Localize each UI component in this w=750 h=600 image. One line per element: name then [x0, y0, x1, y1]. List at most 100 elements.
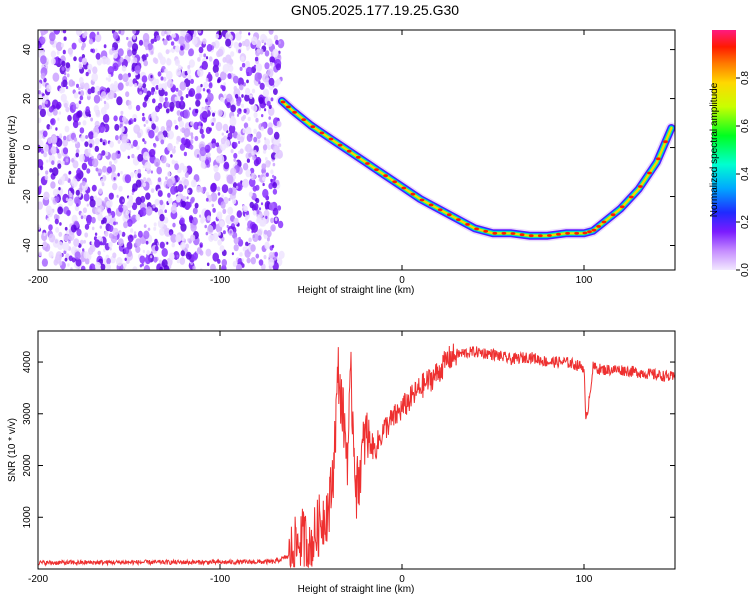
y-tick-label: 40: [22, 44, 33, 56]
noise-speckle: [258, 81, 261, 85]
doppler-peak-mark: [601, 220, 607, 224]
noise-speckle: [180, 66, 183, 70]
noise-speckle: [176, 140, 179, 145]
noise-speckle: [190, 132, 194, 137]
noise-speckle: [188, 48, 194, 57]
noise-speckle: [92, 145, 95, 150]
noise-speckle: [94, 137, 100, 145]
noise-speckle: [187, 238, 190, 242]
colorbar-tick-label: 0.4: [740, 167, 750, 181]
noise-speckle: [93, 105, 100, 113]
noise-speckle: [246, 158, 250, 163]
doppler-peak-mark: [610, 213, 616, 217]
colorbar-tick-label: 0.6: [740, 119, 750, 133]
noise-speckle: [117, 82, 124, 91]
noise-speckle: [250, 257, 256, 265]
noise-speckle: [240, 180, 243, 184]
noise-speckle: [220, 142, 227, 151]
noise-speckle: [217, 154, 225, 164]
noise-speckle: [61, 66, 65, 71]
noise-speckle: [270, 97, 274, 102]
colorbar-tick-label: 0.0: [740, 263, 750, 277]
noise-speckle: [213, 221, 216, 225]
noise-speckle: [94, 145, 100, 152]
noise-speckle: [199, 146, 207, 157]
colorbar-tick-label: 0.2: [740, 215, 750, 229]
noise-speckle: [169, 252, 175, 260]
doppler-peak-mark: [301, 118, 307, 121]
noise-speckle: [185, 165, 193, 175]
noise-speckle: [143, 87, 148, 94]
y-tick-label: 0: [22, 144, 33, 150]
noise-speckle: [97, 208, 101, 213]
noise-speckle: [86, 219, 91, 226]
noise-speckle: [142, 249, 146, 254]
noise-speckle: [201, 60, 208, 70]
noise-speckle: [142, 101, 147, 108]
noise-speckle: [199, 244, 203, 248]
noise-speckle: [255, 253, 260, 259]
noise-speckle: [88, 113, 92, 118]
noise-speckle: [230, 167, 237, 177]
noise-speckle: [256, 131, 262, 139]
noise-speckle: [205, 77, 209, 82]
noise-speckle: [139, 264, 143, 268]
noise-speckle: [237, 258, 242, 265]
x-tick-label: 100: [576, 574, 593, 585]
noise-speckle: [121, 65, 127, 72]
noise-speckle: [117, 48, 124, 57]
noise-speckle: [154, 198, 160, 206]
noise-speckle: [221, 184, 229, 194]
noise-speckle: [272, 182, 278, 189]
noise-speckle: [161, 259, 168, 268]
noise-speckle: [108, 225, 114, 232]
noise-speckle: [113, 52, 118, 59]
noise-speckle: [276, 149, 283, 159]
y-tick-label: 3000: [22, 402, 33, 425]
noise-speckle: [174, 96, 178, 102]
noise-speckle: [239, 252, 243, 257]
doppler-peak-mark: [474, 227, 479, 231]
noise-speckle: [269, 61, 273, 67]
noise-speckle: [121, 135, 128, 145]
noise-speckle: [179, 81, 187, 91]
noise-speckle: [63, 250, 67, 255]
noise-speckle: [50, 146, 57, 155]
noise-speckle: [89, 143, 93, 148]
noise-speckle: [154, 207, 159, 213]
noise-speckle: [233, 152, 238, 159]
noise-speckle: [219, 220, 225, 228]
noise-speckle: [241, 258, 245, 263]
noise-speckle: [122, 116, 127, 123]
noise-speckle: [263, 229, 268, 235]
noise-speckle: [52, 72, 60, 82]
noise-speckle: [87, 63, 93, 72]
noise-speckle: [39, 36, 46, 45]
noise-speckle: [92, 66, 98, 74]
noise-speckle: [67, 263, 70, 267]
noise-speckle: [142, 112, 145, 117]
snr-plot-area: [38, 331, 675, 569]
noise-speckle: [137, 168, 141, 174]
noise-speckle: [230, 104, 236, 113]
noise-speckle: [93, 94, 101, 104]
noise-speckle: [182, 195, 187, 202]
noise-speckle: [134, 82, 138, 88]
noise-speckle: [199, 53, 203, 58]
noise-speckle: [180, 30, 187, 38]
noise-speckle: [144, 255, 151, 265]
noise-speckle: [58, 187, 61, 191]
noise-speckle: [55, 148, 60, 154]
noise-speckle: [48, 233, 56, 243]
doppler-peak-mark: [365, 162, 370, 165]
noise-speckle: [270, 178, 273, 183]
noise-speckle: [256, 229, 263, 237]
noise-speckle: [217, 231, 221, 236]
noise-speckle: [82, 32, 87, 39]
noise-speckle: [165, 108, 170, 114]
noise-speckle: [201, 133, 205, 139]
noise-speckle: [165, 162, 169, 167]
noise-speckle: [272, 48, 279, 58]
noise-speckle: [239, 84, 244, 91]
noise-speckle: [205, 231, 209, 236]
